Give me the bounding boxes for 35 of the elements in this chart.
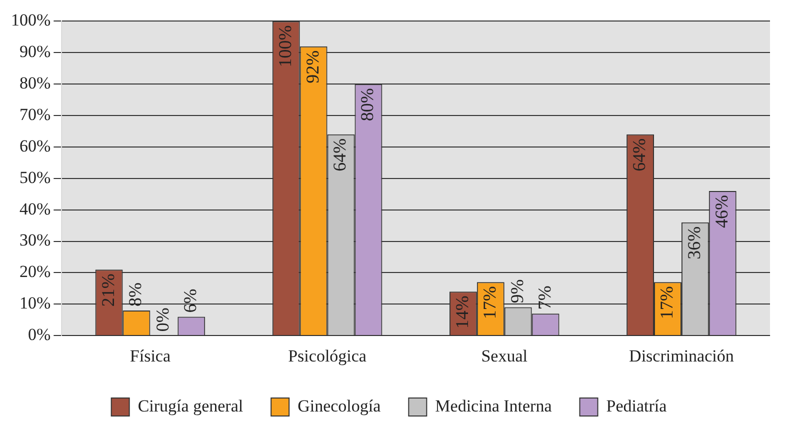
data-label: 14% bbox=[452, 296, 472, 329]
data-label: 8% bbox=[125, 282, 146, 306]
data-label: 100% bbox=[274, 25, 295, 68]
y-tick-label: 10% bbox=[19, 294, 51, 313]
y-tick-label: 20% bbox=[19, 262, 51, 282]
legend-label: Pediatría bbox=[606, 396, 668, 416]
data-label: 7% bbox=[534, 286, 554, 310]
data-label: 0% bbox=[152, 308, 173, 332]
x-tick-label: Psicológica bbox=[288, 346, 367, 366]
data-label: 21% bbox=[98, 274, 118, 307]
data-label: 36% bbox=[684, 226, 704, 260]
data-label: 92% bbox=[302, 50, 322, 84]
y-tick-label: 30% bbox=[19, 230, 51, 250]
x-tick-label: Física bbox=[130, 346, 171, 366]
y-tick-label: 90% bbox=[19, 42, 51, 62]
y-tick-label: 70% bbox=[19, 104, 51, 124]
y-tick-label: 80% bbox=[19, 74, 51, 93]
data-label: 9% bbox=[506, 279, 527, 304]
data-label: 64% bbox=[629, 138, 650, 172]
data-label: 64% bbox=[330, 138, 350, 172]
data-label: 17% bbox=[479, 286, 500, 320]
data-label: 46% bbox=[711, 194, 732, 228]
y-tick-label: 0% bbox=[28, 325, 51, 344]
data-label: 80% bbox=[357, 88, 378, 122]
x-tick-label: Discriminación bbox=[629, 346, 734, 366]
legend-label: Medicina Interna bbox=[435, 396, 552, 416]
y-tick-label: 60% bbox=[19, 136, 51, 156]
data-label: 6% bbox=[180, 288, 200, 313]
x-tick-label: Sexual bbox=[481, 346, 528, 366]
y-tick-label: 100% bbox=[10, 10, 51, 30]
legend-label: Ginecología bbox=[298, 396, 382, 416]
y-tick-label: 40% bbox=[19, 199, 51, 218]
data-label: 17% bbox=[656, 286, 676, 320]
legend-label: Cirugía general bbox=[138, 396, 244, 416]
y-tick-label: 50% bbox=[19, 168, 51, 187]
